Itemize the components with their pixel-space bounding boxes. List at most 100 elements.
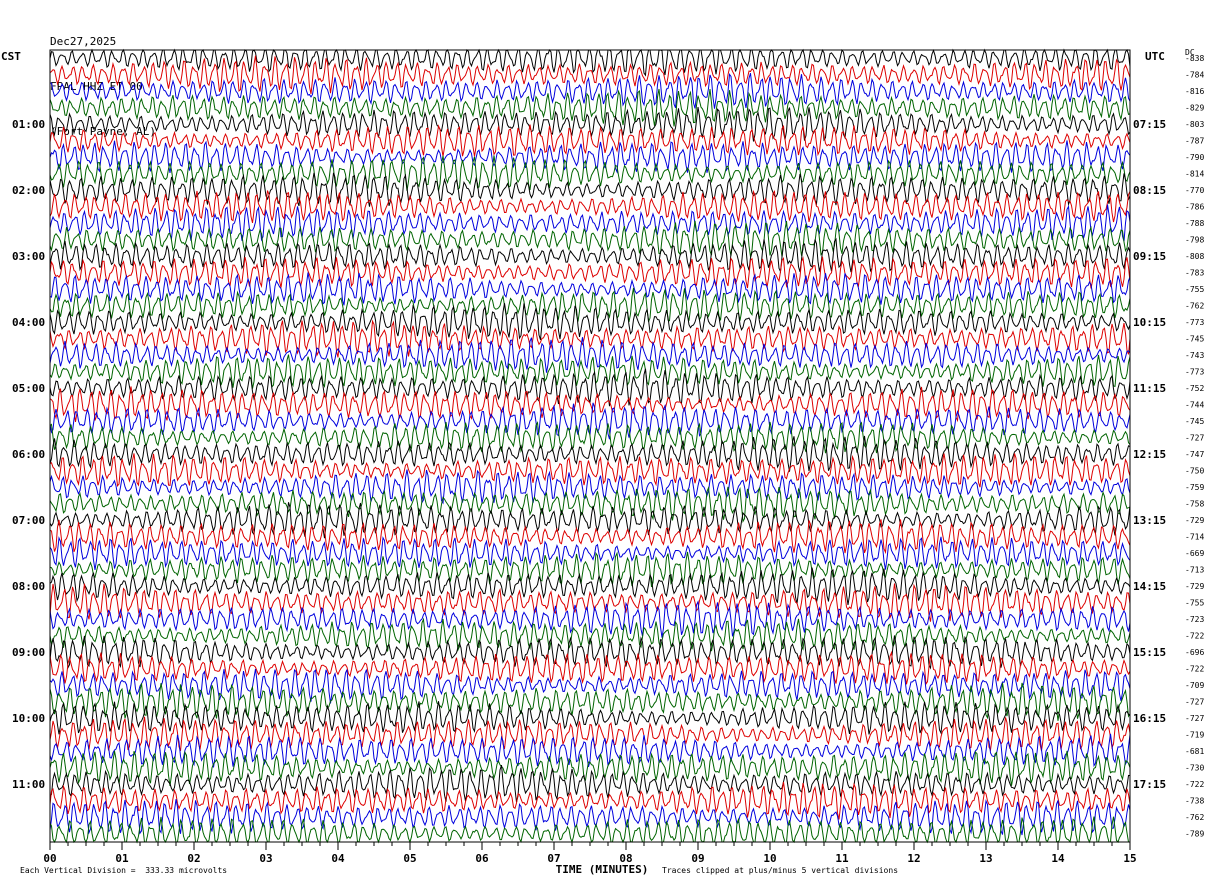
x-tick-label: 10 bbox=[763, 852, 776, 865]
trace-line bbox=[49, 88, 1131, 127]
x-tick-label: 06 bbox=[475, 852, 489, 865]
right-time-label: 14:15 bbox=[1133, 580, 1166, 593]
dc-offset-label: -750 bbox=[1185, 467, 1204, 476]
right-time-label: 13:15 bbox=[1133, 514, 1166, 527]
trace-line bbox=[49, 536, 1131, 570]
dc-offset-label: -798 bbox=[1185, 236, 1204, 245]
dc-offset-label: -816 bbox=[1185, 87, 1204, 96]
x-tick-label: 12 bbox=[907, 852, 920, 865]
left-time-labels: 01:00 02:00 03:00 04:00 05:00 06:00 07:00 08:00… bbox=[12, 118, 45, 791]
x-tick-label: 13 bbox=[979, 852, 992, 865]
footer-scale-note: Each Vertical Division = 333.33 microvol… bbox=[20, 866, 228, 875]
dc-offset-label: -696 bbox=[1185, 648, 1204, 657]
trace-line bbox=[49, 469, 1131, 505]
left-time-label: 07:00 bbox=[12, 514, 45, 527]
trace-line bbox=[49, 567, 1131, 605]
trace-line bbox=[49, 583, 1131, 622]
dc-offset-label: -727 bbox=[1185, 714, 1204, 723]
dc-offset-labels: -838 -784 -816 -829 -803 -787 -790 -814 -770 -786… bbox=[1185, 54, 1204, 839]
trace-line bbox=[49, 386, 1131, 423]
header-date: Dec27,2025 bbox=[50, 35, 117, 48]
trace-line bbox=[49, 599, 1131, 638]
dc-offset-label: -681 bbox=[1185, 747, 1204, 756]
dc-offset-label: -709 bbox=[1185, 681, 1204, 690]
dc-offset-label: -784 bbox=[1185, 71, 1204, 80]
trace-line bbox=[49, 337, 1131, 373]
dc-offset-label: -787 bbox=[1185, 137, 1204, 146]
trace-line bbox=[49, 733, 1131, 768]
dc-offset-label: -747 bbox=[1185, 450, 1204, 459]
dc-offset-label: -770 bbox=[1185, 186, 1204, 195]
trace-line bbox=[49, 220, 1131, 257]
trace-line bbox=[49, 237, 1131, 274]
x-tick-label: 09 bbox=[691, 852, 704, 865]
left-timezone-label: CST bbox=[1, 50, 21, 63]
dc-offset-label: -838 bbox=[1185, 54, 1204, 63]
dc-offset-label: -755 bbox=[1185, 285, 1204, 294]
trace-line bbox=[49, 55, 1131, 95]
trace-line bbox=[49, 140, 1131, 174]
trace-line bbox=[49, 435, 1131, 472]
right-time-label: 10:15 bbox=[1133, 316, 1166, 329]
dc-offset-label: -762 bbox=[1185, 813, 1204, 822]
trace-line bbox=[49, 354, 1131, 389]
footer-clip-note: Traces clipped at plus/minus 5 vertical … bbox=[662, 866, 899, 875]
x-tick-label: 05 bbox=[403, 852, 416, 865]
dc-offset-label: -803 bbox=[1185, 120, 1204, 129]
x-tick-label: 08 bbox=[619, 852, 632, 865]
dc-offset-label: -723 bbox=[1185, 615, 1204, 624]
trace-line bbox=[49, 155, 1131, 192]
dc-offset-label: -669 bbox=[1185, 549, 1204, 558]
trace-line bbox=[49, 635, 1131, 670]
dc-offset-label: -714 bbox=[1185, 533, 1204, 542]
x-axis-label: TIME (MINUTES) bbox=[556, 863, 649, 876]
trace-line bbox=[49, 204, 1131, 242]
trace-line bbox=[49, 107, 1131, 142]
x-tick-label: 00 bbox=[43, 852, 56, 865]
right-time-label: 17:15 bbox=[1133, 778, 1166, 791]
x-axis-ticks: 00 01 02 03 04 05 06 07 08 09 10 11 12 13 14 15 bbox=[43, 842, 1137, 865]
trace-line bbox=[49, 502, 1131, 539]
dc-offset-label: -729 bbox=[1185, 582, 1204, 591]
trace-line bbox=[49, 701, 1131, 735]
right-time-label: 09:15 bbox=[1133, 250, 1166, 263]
x-tick-label: 03 bbox=[259, 852, 272, 865]
trace-line bbox=[49, 172, 1131, 207]
trace-line bbox=[49, 682, 1131, 721]
dc-offset-label: -727 bbox=[1185, 434, 1204, 443]
dc-offset-label: -719 bbox=[1185, 731, 1204, 740]
dc-offset-label: -744 bbox=[1185, 401, 1204, 410]
trace-line bbox=[49, 303, 1131, 340]
trace-line bbox=[49, 319, 1131, 358]
left-time-label: 11:00 bbox=[12, 778, 45, 791]
left-time-label: 10:00 bbox=[12, 712, 45, 725]
dc-offset-label: -730 bbox=[1185, 764, 1204, 773]
dc-offset-label: -762 bbox=[1185, 302, 1204, 311]
trace-line bbox=[49, 551, 1131, 588]
left-time-label: 02:00 bbox=[12, 184, 45, 197]
trace-line bbox=[49, 764, 1131, 803]
dc-offset-label: -759 bbox=[1185, 483, 1204, 492]
right-timezone-label: UTC bbox=[1145, 50, 1165, 63]
dc-offset-label: -788 bbox=[1185, 219, 1204, 228]
left-time-label: 08:00 bbox=[12, 580, 45, 593]
x-tick-label: 02 bbox=[187, 852, 200, 865]
trace-line bbox=[49, 272, 1131, 306]
header-location: (Fort Payne, AL) bbox=[50, 125, 156, 138]
trace-line bbox=[49, 816, 1130, 844]
trace-line bbox=[49, 453, 1131, 488]
left-time-label: 01:00 bbox=[12, 118, 45, 131]
dc-offset-label: -743 bbox=[1185, 351, 1204, 360]
trace-line bbox=[49, 750, 1131, 786]
dc-offset-label: -783 bbox=[1185, 269, 1204, 278]
left-time-label: 09:00 bbox=[12, 646, 45, 659]
x-tick-label: 14 bbox=[1051, 852, 1065, 865]
dc-offset-label: -789 bbox=[1185, 830, 1204, 839]
trace-line bbox=[49, 781, 1131, 820]
right-time-label: 16:15 bbox=[1133, 712, 1166, 725]
x-tick-label: 15 bbox=[1123, 852, 1136, 865]
dc-offset-label: -808 bbox=[1185, 252, 1204, 261]
trace-line bbox=[49, 650, 1131, 686]
dc-offset-label: -752 bbox=[1185, 384, 1204, 393]
